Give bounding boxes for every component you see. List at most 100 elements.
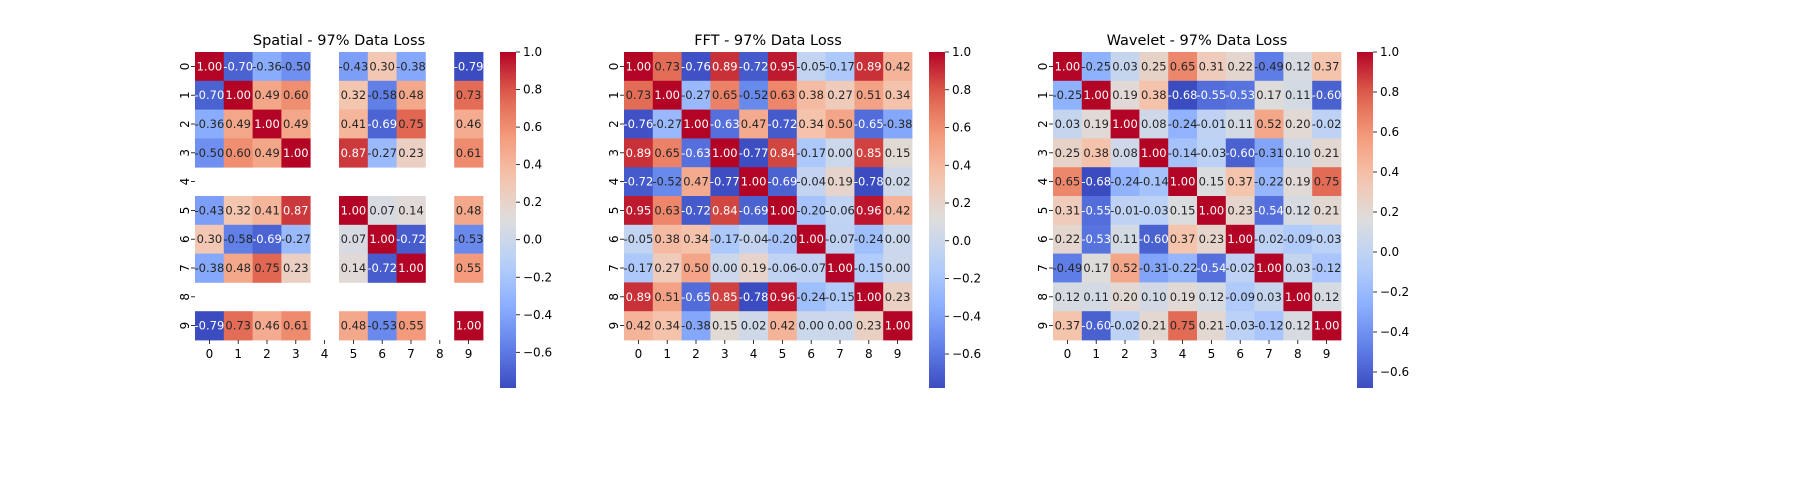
heatmap-cell	[1053, 109, 1083, 139]
y-tick-label: 9	[1036, 322, 1050, 330]
heatmap-cell	[883, 52, 913, 82]
cell-value-label: 0.03	[1112, 59, 1138, 73]
heatmap-cell	[1197, 80, 1227, 110]
cell-value-label: 0.49	[254, 88, 280, 102]
heatmap-cell	[854, 109, 884, 139]
x-tick-label: 4	[750, 347, 758, 361]
cell-value-label: 0.37	[1227, 175, 1253, 189]
cell-value-label: 0.07	[369, 203, 395, 217]
heatmap-cell	[710, 109, 740, 139]
cell-value-label: 0.19	[827, 175, 853, 189]
cell-value-label: -0.15	[825, 290, 855, 304]
cell-value-label: 0.19	[1170, 290, 1196, 304]
colorbar-tick-label: 0.2	[523, 195, 542, 209]
cell-value-label: 0.03	[1256, 290, 1282, 304]
cell-value-label: 1.00	[1314, 319, 1340, 333]
heatmap-cell	[454, 253, 484, 283]
cell-value-label: -0.38	[883, 117, 913, 131]
cell-value-label: 0.03	[1055, 117, 1081, 131]
cell-value-label: -0.72	[396, 232, 426, 246]
heatmap-cell	[281, 109, 311, 139]
cell-value-label: 0.22	[1227, 59, 1253, 73]
heatmap-cell	[825, 80, 855, 110]
cell-value-label: 0.19	[1083, 117, 1109, 131]
colorbar-tick-label: −0.4	[523, 308, 552, 322]
cell-value-label: -0.04	[796, 175, 826, 189]
heatmap-cell	[1168, 253, 1198, 283]
heatmap-cell	[825, 224, 855, 254]
heatmap-cell	[396, 224, 426, 254]
heatmap-cell	[1254, 80, 1284, 110]
cell-value-label: 0.21	[1141, 319, 1167, 333]
cell-value-label: 0.25	[1055, 146, 1081, 160]
heatmap-cell	[223, 80, 253, 110]
heatmap-cell	[339, 253, 369, 283]
y-tick-label: 2	[178, 120, 192, 128]
cell-value-label: 0.10	[1141, 290, 1167, 304]
cell-value-label: 0.48	[398, 88, 424, 102]
heatmap-cell	[1283, 196, 1313, 226]
cell-value-label: -0.25	[1053, 88, 1083, 102]
cell-value-label: -0.03	[1312, 232, 1342, 246]
heatmap-panel-3: Wavelet - 97% Data Loss 1.00 -0.25 0.03 0.25…	[1036, 33, 1409, 388]
heatmap-cell	[1254, 311, 1284, 341]
heatmap-cell	[454, 109, 484, 139]
heatmap-cell	[1197, 196, 1227, 226]
heatmap-cell	[825, 282, 855, 312]
heatmap-cell	[454, 80, 484, 110]
cell-value-label: 0.14	[341, 261, 367, 275]
heatmap-cell	[1225, 253, 1255, 283]
heatmap-cell	[883, 224, 913, 254]
cell-value-label: 0.00	[827, 319, 853, 333]
cell-value-label: 1.00	[1170, 175, 1196, 189]
heatmap-cell	[825, 109, 855, 139]
y-tick-label: 9	[607, 322, 621, 330]
cell-value-label: 0.85	[856, 146, 882, 160]
heatmap-cell	[367, 196, 397, 226]
heatmap-cell	[1110, 282, 1140, 312]
heatmap-cell	[681, 224, 711, 254]
cell-value-label: 0.42	[770, 319, 796, 333]
cell-value-label: -0.60	[1225, 146, 1255, 160]
colorbar-tick-label: −0.6	[1380, 365, 1409, 379]
cell-value-label: -0.60	[1081, 319, 1111, 333]
chart-title: Wavelet - 97% Data Loss	[1107, 33, 1288, 49]
cell-value-label: 1.00	[1285, 290, 1311, 304]
cell-value-label: 1.00	[1199, 203, 1225, 217]
cell-value-label: 0.73	[654, 59, 680, 73]
cell-value-label: -0.68	[1168, 88, 1198, 102]
heatmap-cell	[883, 282, 913, 312]
x-tick-label: 2	[1121, 347, 1129, 361]
heatmap-cell	[1197, 138, 1227, 168]
cell-value-label: 0.65	[1055, 175, 1081, 189]
cell-value-label: 0.21	[1314, 146, 1340, 160]
heatmap-cell	[1081, 224, 1111, 254]
cell-value-label: -0.03	[1197, 146, 1227, 160]
cell-value-label: -0.24	[796, 290, 826, 304]
heatmap-cell	[1053, 167, 1083, 197]
heatmap-cell	[223, 196, 253, 226]
heatmap-cell	[1081, 80, 1111, 110]
heatmap-cell	[1168, 80, 1198, 110]
cell-value-label: 0.73	[626, 88, 652, 102]
colorbar-tick-label: −0.2	[523, 270, 552, 284]
cell-value-label: 0.48	[341, 319, 367, 333]
heatmap-cell	[854, 167, 884, 197]
heatmap-cell	[195, 224, 225, 254]
heatmap-cell	[396, 311, 426, 341]
heatmap-cell	[710, 253, 740, 283]
colorbar-tick-label: 0.2	[1380, 205, 1399, 219]
heatmap-cell	[883, 311, 913, 341]
heatmap-cell	[739, 224, 769, 254]
cell-value-label: 0.21	[1199, 319, 1225, 333]
heatmap-cell	[252, 311, 282, 341]
cell-value-label: -0.06	[825, 203, 855, 217]
cell-value-label: -0.49	[1053, 261, 1083, 275]
cell-value-label: -0.15	[854, 261, 884, 275]
cell-value-label: 0.38	[798, 88, 824, 102]
cell-value-label: 0.12	[1199, 290, 1225, 304]
heatmap-cell	[1225, 80, 1255, 110]
heatmap-cell	[454, 52, 484, 82]
cell-value-label: -0.01	[1110, 203, 1140, 217]
